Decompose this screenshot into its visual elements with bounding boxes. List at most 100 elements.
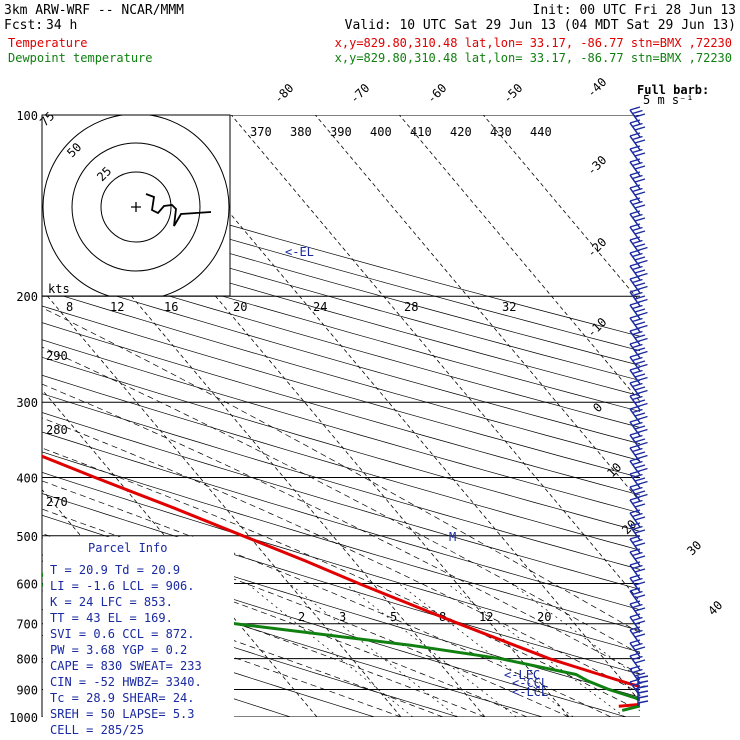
wind-barb xyxy=(629,392,648,411)
lfc-marker: <-LFC xyxy=(504,668,540,682)
dry-adiabat-line xyxy=(42,412,640,590)
forecast-label: Fcst: xyxy=(4,18,43,33)
barb-legend-units: 5 m s⁻¹ xyxy=(643,93,694,107)
isotherm-line xyxy=(42,188,486,717)
dry-adiabat-line xyxy=(42,471,640,653)
isotherm-line xyxy=(63,115,570,717)
dry-adiabat-line xyxy=(42,431,640,611)
dewpoint-trace xyxy=(42,572,640,712)
mixing-ratio-line xyxy=(246,583,414,717)
dry-adiabat-label: -60 xyxy=(424,81,449,106)
hodograph-ring-75 xyxy=(42,115,230,296)
wind-barb xyxy=(629,353,648,372)
legend-temperature-info: x,y=829.80,310.48 lat,lon= 33.17, -86.77… xyxy=(335,36,732,50)
hodograph-ring-25 xyxy=(100,171,172,243)
moist-adiabat-label: 8 xyxy=(66,300,73,314)
pressure-tick-label: 800 xyxy=(16,653,38,667)
dry-adiabat-line xyxy=(42,451,640,631)
parcel-info-row: Tc = 28.9 SHEAR= 24. xyxy=(50,691,195,705)
dry-adiabat-line xyxy=(42,322,640,496)
wind-barb xyxy=(629,262,648,281)
wind-barb xyxy=(629,210,646,229)
mixing-ratio-line xyxy=(344,583,517,717)
mixing-ratio-label: 12 xyxy=(479,610,493,624)
dry-adiabat-line xyxy=(42,242,640,412)
wind-barb xyxy=(629,613,646,632)
dry-adiabat-line xyxy=(42,227,640,397)
theta-label: 390 xyxy=(330,125,352,139)
wind-barb xyxy=(629,366,648,385)
wind-barb xyxy=(629,548,646,567)
pressure-tick-label: 1000 xyxy=(9,711,38,725)
wind-barb xyxy=(629,145,646,164)
wind-barb xyxy=(629,509,646,528)
mixing-ratio-label: 20 xyxy=(537,610,551,624)
wind-barb xyxy=(629,639,646,658)
sounding-traces xyxy=(42,454,640,712)
dry-adiabat-line xyxy=(42,493,640,675)
wind-barb xyxy=(629,106,646,125)
temperature-tick-label: -30 xyxy=(584,153,609,178)
moist-adiabat-label: 28 xyxy=(404,300,418,314)
wind-barb xyxy=(629,379,648,398)
dry-adiabat-line xyxy=(42,584,460,717)
temperature-trace xyxy=(42,454,640,708)
hodograph: 25 50 75 kts xyxy=(37,109,231,297)
temperature-tick-label: -10 xyxy=(584,315,609,340)
parcel-info-row: CAPE = 830 SWEAT= 233 xyxy=(50,659,202,673)
theta-label: 370 xyxy=(250,125,272,139)
dry-adiabat-line xyxy=(42,356,640,532)
wind-barb xyxy=(629,652,646,671)
theta-label: 380 xyxy=(290,125,312,139)
moist-adiabat-label: 20 xyxy=(233,300,247,314)
mixing-ratio-label: 5 xyxy=(390,610,397,624)
wind-barb xyxy=(629,184,646,203)
dry-adiabat-label: -50 xyxy=(500,81,525,106)
wind-barb xyxy=(629,132,646,151)
theta-label-left: 270 xyxy=(46,495,68,509)
temperature-tick-label: 30 xyxy=(684,538,704,558)
wind-barb xyxy=(629,626,646,645)
wind-barb xyxy=(629,535,646,554)
parcel-info-panel: Parcel Info T = 20.9 Td = 20.9 LI = -1.6 … xyxy=(43,537,234,737)
barb-legend-title: Full barb: xyxy=(637,83,709,97)
hodograph-ring-50 xyxy=(71,142,201,272)
lcl-marker: <-LCL xyxy=(512,685,548,699)
isotherm-line xyxy=(42,288,402,717)
wind-barb xyxy=(629,574,646,593)
dry-adiabat-line xyxy=(42,289,640,461)
isotherm-line xyxy=(147,115,640,703)
pressure-tick-label: 900 xyxy=(16,683,38,697)
wind-barb xyxy=(629,249,648,268)
isotherm-line xyxy=(231,115,640,603)
moist-adiabat-line xyxy=(42,508,570,717)
moist-adiabat-line xyxy=(42,307,640,634)
pressure-tick-label: 600 xyxy=(16,577,38,591)
pressure-axis: 100 200 300 400 500 600 700 800 900 1000 xyxy=(9,109,43,725)
mixing-ratio-line xyxy=(289,583,458,717)
moist-adiabat-line xyxy=(42,383,640,675)
wind-barb-cluster xyxy=(637,675,649,706)
wind-barb xyxy=(629,522,646,541)
temperature-tick-label: -40 xyxy=(584,75,609,100)
wind-barb xyxy=(629,171,646,190)
wind-barb xyxy=(629,158,646,177)
temperature-tick-label: -20 xyxy=(584,235,609,260)
moist-adiabat-label: 12 xyxy=(110,300,124,314)
theta-label: 400 xyxy=(370,125,392,139)
parcel-info-row: CIN = -52 HWBZ= 3340. xyxy=(50,675,202,689)
theta-label: 420 xyxy=(450,125,472,139)
forecast-hour: 34 h xyxy=(46,18,77,33)
el-marker: <-EL xyxy=(285,245,314,259)
moist-adiabat-line xyxy=(42,590,402,717)
parcel-info-row: T = 20.9 Td = 20.9 xyxy=(50,563,180,577)
init-time: Init: 00 UTC Fri 28 Jun 13 xyxy=(533,3,737,18)
moist-adiabat-label: 32 xyxy=(502,300,516,314)
isotherm-line xyxy=(399,115,640,403)
mixing-ratio-label: 3 xyxy=(339,610,346,624)
legend-temperature-name: Temperature xyxy=(8,36,87,50)
wind-barb xyxy=(629,561,646,580)
hodograph-origin-icon xyxy=(131,202,141,212)
parcel-info-row: TT = 43 EL = 169. xyxy=(50,611,173,625)
